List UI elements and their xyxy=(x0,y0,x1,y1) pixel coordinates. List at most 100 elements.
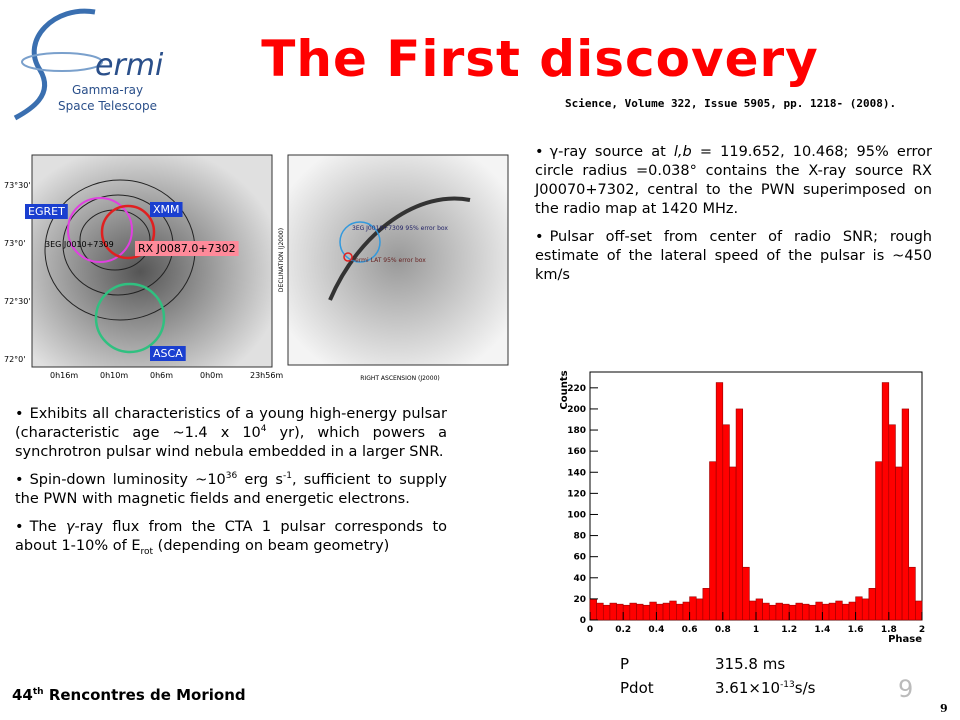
bar xyxy=(589,598,597,621)
text-run: , sufficient to supply the PWN with magn… xyxy=(15,472,447,507)
page-number: 9 xyxy=(940,702,948,715)
text-run: (depending on beam geometry) xyxy=(153,538,390,554)
bar xyxy=(908,566,916,621)
image-label: ASCA xyxy=(153,347,183,360)
y-tick-label: 200 xyxy=(567,405,586,415)
image-tick-label: 72°0' xyxy=(4,355,25,364)
bar xyxy=(768,604,777,621)
bar xyxy=(795,602,803,621)
text-run: 4 xyxy=(260,424,267,435)
error-circle xyxy=(343,252,353,262)
right-bullets: γ-ray source at l,b = 119.652, 10.468; 9… xyxy=(535,143,932,294)
bar xyxy=(715,382,724,621)
param-name: P xyxy=(620,655,630,673)
bar xyxy=(855,596,863,621)
text-run: rot xyxy=(140,546,154,557)
text-run: yr), which powers a synchrotron pulsar w… xyxy=(15,425,447,460)
xmm-circle xyxy=(100,204,156,260)
bullet: Pulsar off-set from center of radio SNR;… xyxy=(535,228,932,285)
label-box xyxy=(25,204,68,219)
text-run: = 119.652, 10.468; 95% error circle radi… xyxy=(535,144,933,217)
text-run: Rencontres de Moriond xyxy=(43,686,246,704)
bar xyxy=(828,602,836,621)
bar xyxy=(842,603,850,621)
bar xyxy=(788,604,797,621)
text-run: 315.8 ms xyxy=(715,655,786,673)
y-tick-label: 140 xyxy=(567,468,586,478)
bar xyxy=(649,601,657,621)
bullet: γ-ray source at l,b = 119.652, 10.468; 9… xyxy=(535,143,932,219)
x-tick-label: 2 xyxy=(919,625,925,635)
bar xyxy=(642,604,651,621)
right-image: 3EG J0010+7309 95% error box Fermi LAT 95… xyxy=(278,154,509,382)
image-label: XMM xyxy=(153,203,180,216)
image-label: 3EG J0010+7309 xyxy=(45,240,114,249)
y-axis-label: Counts xyxy=(559,370,570,409)
bar xyxy=(676,603,684,621)
bar xyxy=(802,603,810,621)
plot-area xyxy=(589,371,923,621)
logo: ermi Gamma-ray Space Telescope xyxy=(13,8,164,121)
text-run: erg s xyxy=(237,472,283,488)
text-run: th xyxy=(32,687,44,697)
x-axis-label: Phase xyxy=(888,634,922,645)
asca-circle xyxy=(94,282,166,354)
bar xyxy=(782,603,790,621)
y-tick-label: 180 xyxy=(567,426,586,436)
text-run: γ-ray source at xyxy=(549,144,674,160)
bar xyxy=(895,466,903,621)
bar xyxy=(622,604,631,621)
text-run: -1 xyxy=(282,471,292,482)
x-tick-label: 0.6 xyxy=(682,625,698,635)
text-run: l,b xyxy=(673,144,692,160)
bar xyxy=(868,588,876,621)
bar xyxy=(662,602,670,621)
bar xyxy=(815,601,823,621)
error-circle xyxy=(339,221,381,263)
y-tick-label: 160 xyxy=(567,447,586,457)
text-run: 36 xyxy=(225,471,238,482)
text-run: γ xyxy=(65,519,75,535)
text-run: -13 xyxy=(780,680,795,690)
bar xyxy=(901,408,910,621)
bullet: Spin-down luminosity ~1036 erg s-1, suff… xyxy=(15,471,447,509)
bar xyxy=(636,603,644,621)
bar xyxy=(689,596,697,621)
label-box xyxy=(135,241,239,256)
y-tick-label: 40 xyxy=(573,574,586,584)
bar xyxy=(835,600,843,621)
image-tick-label: 0h16m xyxy=(50,371,78,380)
text-run: s/s xyxy=(794,679,816,697)
bar xyxy=(695,598,704,621)
bar xyxy=(602,604,611,621)
title: The First discovery xyxy=(261,30,819,88)
param-row: P 315.8 ms xyxy=(620,652,815,676)
logo-orbit xyxy=(21,52,103,72)
image-tick-label: 0h0m xyxy=(200,371,223,380)
image-tick-label: 23h56m xyxy=(250,371,283,380)
y-tick-label: 100 xyxy=(567,510,586,520)
param-row: Pdot 3.61×10-13s/s xyxy=(620,676,815,700)
bar xyxy=(702,588,710,621)
bar xyxy=(656,603,664,621)
bar xyxy=(722,424,730,621)
logo-mark: ermi xyxy=(95,48,164,83)
logo-line: Gamma-ray xyxy=(72,83,143,97)
x-tick-label: 0.4 xyxy=(648,625,664,635)
bar xyxy=(881,382,890,621)
text-run: Pulsar off-set from center of radio SNR;… xyxy=(535,229,932,283)
image-label: 3EG J0010+7309 95% error box xyxy=(352,225,448,232)
bar xyxy=(609,602,617,621)
bar xyxy=(915,600,923,621)
bar xyxy=(596,602,604,621)
bar xyxy=(669,600,677,621)
bar xyxy=(875,461,883,621)
image-tick-label: 73°0' xyxy=(4,239,25,248)
logo-swoosh xyxy=(13,8,96,121)
label-box xyxy=(150,202,183,217)
image-tick-label: 0h10m xyxy=(100,371,128,380)
text-run: Exhibits all characteristics of a young … xyxy=(15,406,447,441)
x-tick-label: 1 xyxy=(753,625,759,635)
bar xyxy=(682,601,690,621)
